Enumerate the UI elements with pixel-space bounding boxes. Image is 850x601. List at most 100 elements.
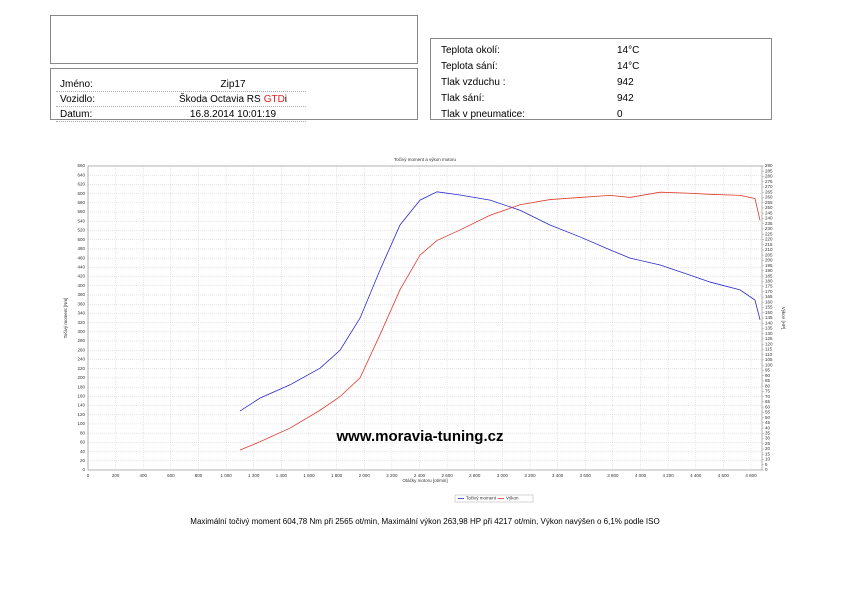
y2-tick-label: 40 <box>765 425 771 430</box>
y2-tick-label: 240 <box>765 216 773 221</box>
info-value: 942 <box>617 93 634 104</box>
y2-tick-label: 255 <box>765 200 773 205</box>
y2-tick-label: 45 <box>765 420 771 425</box>
info-label: Vozidlo: <box>60 94 96 105</box>
y-tick-label: 600 <box>77 191 85 196</box>
y-tick-label: 460 <box>77 255 85 260</box>
y2-tick-label: 15 <box>765 451 771 456</box>
x-tick-label: 4 200 <box>662 473 674 478</box>
data-line <box>239 191 761 451</box>
x-tick-label: 3 600 <box>580 473 592 478</box>
y-tick-label: 560 <box>77 209 85 214</box>
y-tick-label: 80 <box>80 430 86 435</box>
y-tick-label: 100 <box>77 421 85 426</box>
y2-tick-label: 265 <box>765 189 773 194</box>
y2-tick-label: 200 <box>765 258 773 263</box>
y2-tick-label: 90 <box>765 373 771 378</box>
y2-tick-label: 115 <box>765 347 773 352</box>
value-part: Škoda Octavia RS <box>178 94 261 105</box>
y-tick-label: 60 <box>80 440 86 445</box>
y2-tick-label: 95 <box>765 368 771 373</box>
info-value: 0 <box>617 109 623 120</box>
y2-tick-label: 220 <box>765 237 773 242</box>
x-tick-label: 3 800 <box>607 473 619 478</box>
y2-tick-label: 130 <box>765 331 773 336</box>
y-tick-label: 520 <box>77 228 85 233</box>
x-tick-label: 4 800 <box>745 473 757 478</box>
y-tick-label: 540 <box>77 218 85 223</box>
x-axis-label: Otáčky motoru [ot/min] <box>402 478 447 483</box>
y-tick-label: 0 <box>82 467 85 472</box>
y-tick-label: 500 <box>77 237 85 242</box>
data-line <box>239 191 761 412</box>
y-tick-label: 20 <box>80 458 86 463</box>
legend-box <box>454 494 534 503</box>
y2-tick-label: 235 <box>765 221 773 226</box>
x-tick-label: 2 000 <box>359 473 371 478</box>
x-tick-label: 0 <box>87 473 90 478</box>
y2-tick-label: 20 <box>765 446 771 451</box>
y2-tick-label: 135 <box>765 326 773 331</box>
x-tick-label: 1 200 <box>248 473 260 478</box>
y2-tick-label: 195 <box>765 263 773 268</box>
y2-tick-label: 120 <box>765 341 773 346</box>
y2-tick-label: 145 <box>765 315 773 320</box>
info-value: 942 <box>617 77 634 88</box>
y-tick-label: 420 <box>77 274 85 279</box>
x-tick-label: 1 400 <box>276 473 288 478</box>
y-tick-label: 640 <box>77 172 85 177</box>
y-tick-label: 400 <box>77 283 85 288</box>
y-tick-label: 200 <box>77 375 85 380</box>
y2-tick-label: 185 <box>765 273 773 278</box>
y2-tick-label: 35 <box>765 430 771 435</box>
y2-tick-label: 80 <box>765 383 771 388</box>
y2-axis-label: Výkon [HP] <box>781 307 786 330</box>
y-tick-label: 40 <box>80 449 86 454</box>
y2-tick-label: 65 <box>765 399 771 404</box>
y2-tick-label: 225 <box>765 231 773 236</box>
y2-tick-label: 280 <box>765 174 773 179</box>
y2-tick-label: 70 <box>765 394 771 399</box>
info-label: Teplota sání: <box>441 61 498 72</box>
watermark: www.moravia-tuning.cz <box>336 428 504 445</box>
y2-tick-label: 230 <box>765 226 773 231</box>
y-tick-label: 180 <box>77 384 85 389</box>
y-tick-label: 160 <box>77 393 85 398</box>
x-tick-label: 400 <box>139 473 147 478</box>
x-tick-label: 4 000 <box>635 473 647 478</box>
y2-tick-label: 140 <box>765 320 773 325</box>
x-tick-label: 3 200 <box>524 473 536 478</box>
x-tick-label: 2 800 <box>469 473 481 478</box>
y2-tick-label: 175 <box>765 284 773 289</box>
y2-tick-label: 50 <box>765 415 771 420</box>
info-box-left <box>50 68 418 120</box>
info-label: Tlak sání: <box>441 93 485 104</box>
x-tick-label: 2 400 <box>414 473 426 478</box>
y2-tick-label: 215 <box>765 242 773 247</box>
y2-tick-label: 275 <box>765 179 773 184</box>
x-tick-label: 800 <box>195 473 203 478</box>
y2-tick-label: 210 <box>765 247 773 252</box>
x-tick-label: 1 600 <box>303 473 315 478</box>
info-label: Datum: <box>60 109 93 120</box>
info-label: Tlak vzduchu : <box>441 77 506 88</box>
row-line <box>56 91 306 92</box>
y2-tick-label: 150 <box>765 310 773 315</box>
y2-tick-label: 205 <box>765 252 773 257</box>
y2-tick-label: 285 <box>765 168 773 173</box>
y-tick-label: 220 <box>77 366 85 371</box>
y2-tick-label: 5 <box>765 462 768 467</box>
y-tick-label: 280 <box>77 338 85 343</box>
plot-frame <box>87 165 763 471</box>
y2-tick-label: 155 <box>765 305 773 310</box>
y2-tick-label: 105 <box>765 357 773 362</box>
y2-tick-label: 25 <box>765 441 771 446</box>
x-tick-label: 200 <box>112 473 120 478</box>
x-tick-label: 3 400 <box>552 473 564 478</box>
y-tick-label: 120 <box>77 412 85 417</box>
y-tick-label: 620 <box>77 182 85 187</box>
y2-tick-label: 160 <box>765 299 773 304</box>
info-value: 16.8.2014 10:01:19 <box>189 109 277 120</box>
